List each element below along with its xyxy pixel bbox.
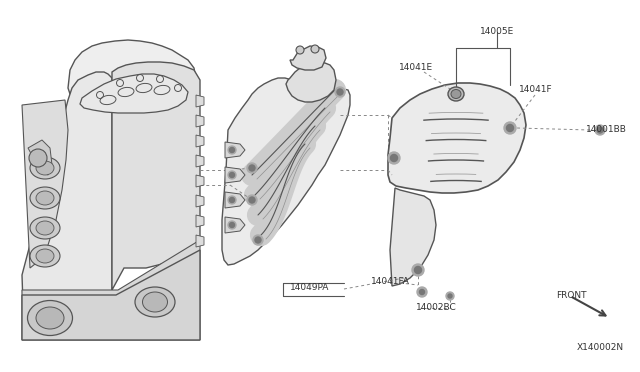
Ellipse shape — [30, 187, 60, 209]
Polygon shape — [225, 142, 245, 158]
Circle shape — [255, 237, 261, 243]
Ellipse shape — [311, 45, 319, 53]
Circle shape — [417, 287, 427, 297]
Ellipse shape — [30, 217, 60, 239]
Ellipse shape — [135, 287, 175, 317]
Circle shape — [595, 125, 605, 135]
Text: 14002BC: 14002BC — [415, 302, 456, 311]
Ellipse shape — [30, 157, 60, 179]
Circle shape — [249, 197, 255, 203]
Polygon shape — [390, 188, 436, 286]
Ellipse shape — [448, 87, 464, 101]
Polygon shape — [68, 40, 196, 100]
Ellipse shape — [451, 90, 461, 99]
Text: X140002N: X140002N — [577, 343, 623, 352]
Text: FRONT: FRONT — [556, 292, 586, 301]
Polygon shape — [112, 62, 200, 290]
Polygon shape — [290, 46, 326, 70]
Polygon shape — [388, 83, 526, 193]
Polygon shape — [222, 78, 350, 265]
Circle shape — [335, 87, 345, 97]
Polygon shape — [196, 115, 204, 127]
Circle shape — [388, 152, 400, 164]
Circle shape — [419, 289, 424, 295]
Circle shape — [597, 127, 603, 133]
Circle shape — [228, 196, 236, 204]
Polygon shape — [196, 195, 204, 207]
Polygon shape — [225, 167, 245, 183]
Polygon shape — [196, 135, 204, 147]
Circle shape — [504, 122, 516, 134]
Ellipse shape — [296, 46, 304, 54]
Circle shape — [228, 221, 236, 229]
Polygon shape — [22, 100, 68, 268]
Circle shape — [230, 198, 234, 202]
Polygon shape — [22, 250, 200, 340]
Text: 14041FA: 14041FA — [371, 278, 410, 286]
Ellipse shape — [36, 221, 54, 235]
Ellipse shape — [30, 245, 60, 267]
Polygon shape — [22, 72, 112, 335]
Ellipse shape — [36, 191, 54, 205]
Ellipse shape — [36, 249, 54, 263]
Text: 14041F: 14041F — [519, 86, 553, 94]
Circle shape — [230, 148, 234, 153]
Ellipse shape — [36, 307, 64, 329]
Ellipse shape — [28, 301, 72, 336]
Circle shape — [412, 264, 424, 276]
Circle shape — [450, 88, 462, 100]
Circle shape — [228, 171, 236, 179]
Text: 14049PA: 14049PA — [291, 283, 330, 292]
Polygon shape — [196, 95, 204, 107]
Ellipse shape — [143, 292, 168, 312]
Circle shape — [446, 292, 454, 300]
Circle shape — [452, 90, 460, 97]
Text: 14005E: 14005E — [480, 28, 514, 36]
Circle shape — [337, 89, 343, 95]
Text: 14041E: 14041E — [399, 64, 433, 73]
Polygon shape — [196, 215, 204, 227]
Polygon shape — [196, 235, 204, 247]
Polygon shape — [28, 140, 52, 175]
Polygon shape — [196, 155, 204, 167]
Polygon shape — [225, 192, 245, 208]
Circle shape — [247, 163, 257, 173]
Text: 14001BB: 14001BB — [586, 125, 627, 135]
Polygon shape — [286, 62, 336, 102]
Circle shape — [247, 195, 257, 205]
Ellipse shape — [36, 161, 54, 175]
Circle shape — [253, 235, 263, 245]
Circle shape — [249, 165, 255, 171]
Circle shape — [228, 146, 236, 154]
Ellipse shape — [29, 149, 47, 167]
Circle shape — [415, 266, 422, 273]
Polygon shape — [80, 74, 188, 113]
Polygon shape — [22, 240, 200, 340]
Circle shape — [506, 125, 513, 131]
Circle shape — [448, 294, 452, 298]
Polygon shape — [225, 217, 245, 233]
Circle shape — [230, 173, 234, 177]
Circle shape — [390, 154, 397, 161]
Polygon shape — [196, 175, 204, 187]
Circle shape — [230, 222, 234, 228]
